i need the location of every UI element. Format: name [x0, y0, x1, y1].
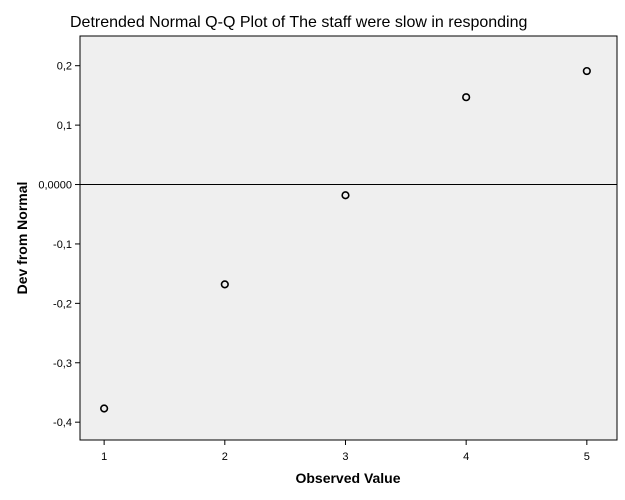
chart-title: Detrended Normal Q-Q Plot of The staff w…: [70, 14, 527, 31]
y-tick-label: 0,0000: [38, 180, 72, 192]
x-axis-title: Observed Value: [295, 470, 400, 486]
y-tick-label: -0,2: [53, 298, 72, 310]
y-tick-label: 0,1: [57, 120, 72, 132]
plot-area: [79, 35, 618, 441]
y-axis-title: Dev from Normal: [14, 182, 30, 295]
y-tick-label: -0,3: [53, 358, 72, 370]
x-tick-label: 3: [342, 451, 348, 463]
y-tick-label: 0,2: [57, 61, 72, 73]
data-point: [100, 404, 109, 413]
data-point: [341, 191, 350, 200]
x-tick-label: 1: [101, 451, 107, 463]
x-tick-label: 5: [584, 451, 590, 463]
x-axis: 1 2 3 4 5: [101, 440, 590, 463]
y-tick-label: -0,4: [53, 417, 72, 429]
data-point: [220, 280, 229, 289]
y-tick-label: -0,1: [53, 239, 72, 251]
data-point: [462, 93, 471, 102]
x-tick-label: 4: [463, 451, 469, 463]
data-point: [582, 66, 591, 76]
x-tick-label: 2: [222, 451, 228, 463]
y-axis: 0,2 0,1 0,0000 -0,1 -0,2 -0,3 -0,4: [38, 61, 80, 429]
data-points: [100, 66, 591, 413]
